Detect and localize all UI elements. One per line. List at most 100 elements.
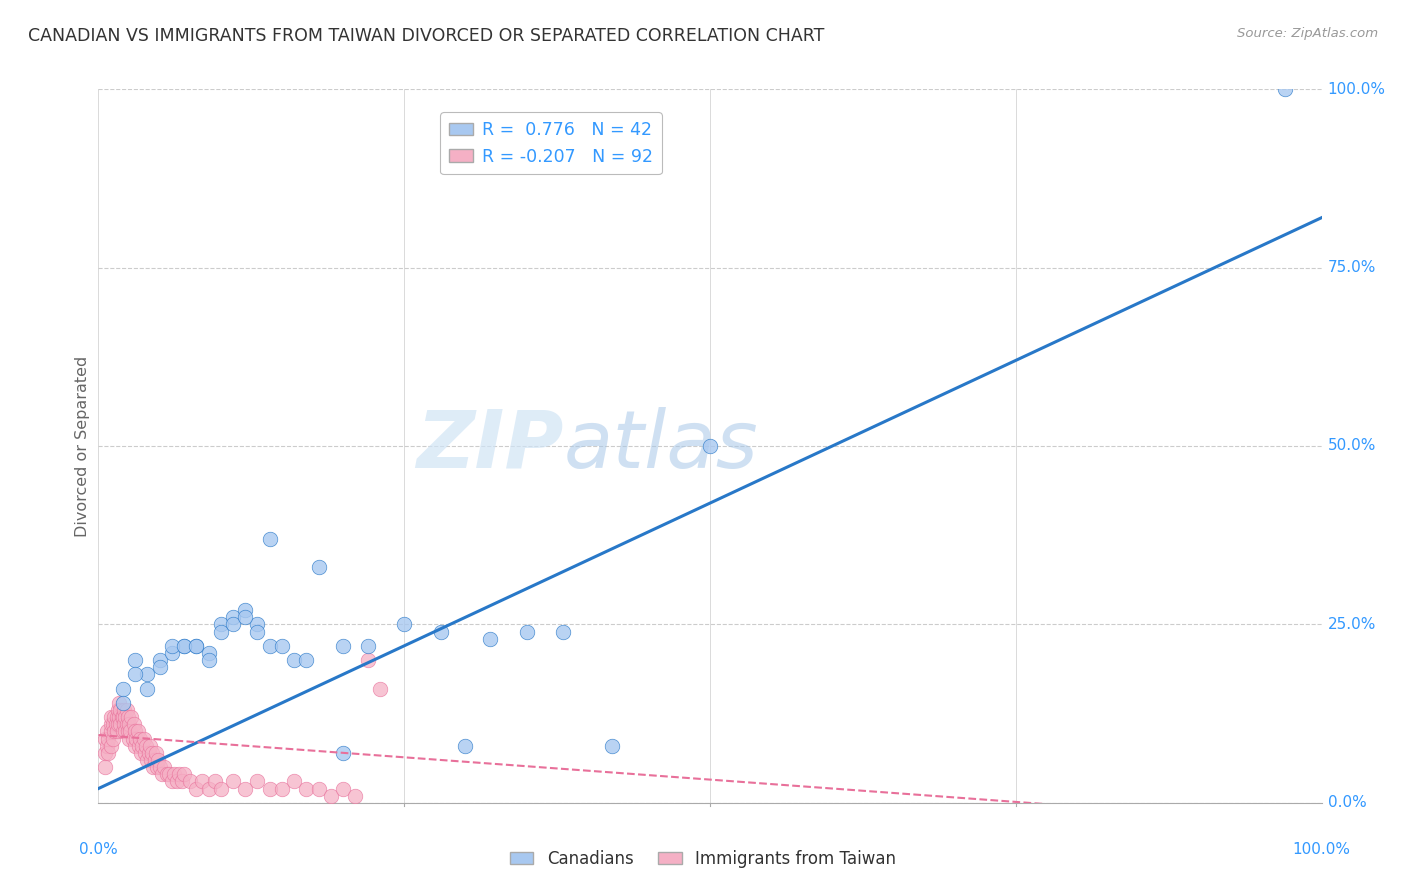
Point	[153, 760, 176, 774]
Point	[110, 703, 132, 717]
Point	[191, 774, 214, 789]
Point	[135, 739, 157, 753]
Point	[160, 639, 183, 653]
Point	[356, 653, 378, 667]
Text: 0.0%: 0.0%	[1327, 796, 1367, 810]
Text: 75.0%: 75.0%	[1327, 260, 1376, 275]
Point	[127, 724, 149, 739]
Point	[699, 439, 721, 453]
Point	[173, 639, 195, 653]
Point	[246, 617, 269, 632]
Text: ZIP: ZIP	[416, 407, 564, 485]
Point	[356, 639, 378, 653]
Point	[129, 731, 152, 746]
Point	[105, 724, 128, 739]
Point	[142, 760, 165, 774]
Point	[100, 710, 122, 724]
Point	[112, 703, 135, 717]
Point	[430, 624, 453, 639]
Point	[270, 781, 294, 796]
Point	[295, 653, 318, 667]
Point	[173, 639, 195, 653]
Point	[222, 774, 245, 789]
Point	[118, 717, 141, 731]
Point	[136, 753, 159, 767]
Point	[515, 624, 537, 639]
Point	[233, 781, 256, 796]
Point	[136, 681, 159, 696]
Point	[233, 610, 256, 624]
Point	[124, 724, 146, 739]
Point	[107, 703, 129, 717]
Point	[93, 731, 115, 746]
Point	[1274, 82, 1296, 96]
Point	[186, 781, 208, 796]
Point	[120, 710, 142, 724]
Point	[197, 653, 219, 667]
Point	[209, 781, 232, 796]
Point	[204, 774, 226, 789]
Point	[149, 760, 172, 774]
Text: 100.0%: 100.0%	[1292, 842, 1351, 857]
Point	[319, 789, 342, 803]
Point	[283, 653, 305, 667]
Point	[145, 746, 167, 760]
Point	[246, 774, 269, 789]
Point	[156, 767, 179, 781]
Point	[103, 724, 125, 739]
Text: 100.0%: 100.0%	[1327, 82, 1386, 96]
Point	[149, 653, 172, 667]
Point	[111, 710, 134, 724]
Point	[125, 731, 148, 746]
Point	[134, 746, 156, 760]
Point	[308, 560, 330, 574]
Point	[128, 739, 150, 753]
Point	[332, 639, 354, 653]
Point	[209, 617, 232, 632]
Point	[186, 639, 208, 653]
Text: 50.0%: 50.0%	[1327, 439, 1376, 453]
Point	[553, 624, 575, 639]
Point	[97, 746, 120, 760]
Point	[111, 696, 134, 710]
Point	[160, 646, 183, 660]
Point	[186, 639, 208, 653]
Point	[600, 739, 623, 753]
Point	[141, 746, 163, 760]
Point	[170, 774, 193, 789]
Point	[163, 767, 186, 781]
Point	[157, 767, 180, 781]
Point	[454, 739, 477, 753]
Point	[115, 703, 138, 717]
Point	[270, 639, 294, 653]
Point	[117, 724, 139, 739]
Point	[124, 667, 146, 681]
Point	[115, 717, 138, 731]
Point	[233, 603, 256, 617]
Point	[150, 767, 173, 781]
Point	[136, 667, 159, 681]
Point	[120, 724, 142, 739]
Point	[139, 753, 162, 767]
Point	[100, 724, 122, 739]
Point	[146, 760, 169, 774]
Point	[100, 717, 122, 731]
Point	[332, 781, 354, 796]
Point	[108, 710, 131, 724]
Point	[283, 774, 305, 789]
Point	[259, 639, 281, 653]
Point	[259, 532, 281, 546]
Point	[139, 739, 162, 753]
Legend: R =  0.776   N = 42, R = -0.207   N = 92: R = 0.776 N = 42, R = -0.207 N = 92	[440, 112, 662, 174]
Text: CANADIAN VS IMMIGRANTS FROM TAIWAN DIVORCED OR SEPARATED CORRELATION CHART: CANADIAN VS IMMIGRANTS FROM TAIWAN DIVOR…	[28, 27, 824, 45]
Point	[118, 731, 141, 746]
Point	[197, 646, 219, 660]
Y-axis label: Divorced or Separated: Divorced or Separated	[75, 355, 90, 537]
Point	[392, 617, 416, 632]
Point	[124, 739, 146, 753]
Point	[167, 767, 190, 781]
Text: atlas: atlas	[564, 407, 758, 485]
Point	[160, 774, 183, 789]
Text: Source: ZipAtlas.com: Source: ZipAtlas.com	[1237, 27, 1378, 40]
Point	[246, 624, 269, 639]
